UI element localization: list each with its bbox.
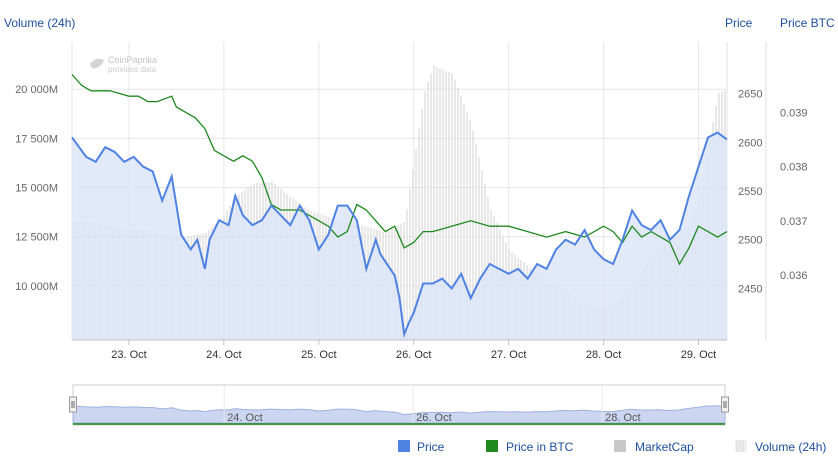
x-tick-label: 28. Oct — [586, 349, 621, 361]
volume-bar — [400, 223, 402, 340]
volume-bar — [409, 189, 411, 340]
legend-swatch-price — [398, 440, 410, 452]
x-tick-label: 29. Oct — [681, 349, 716, 361]
volume-bar — [439, 68, 441, 341]
left-tick-label: 10 000M — [15, 281, 58, 293]
legend-swatch-price-btc — [486, 440, 498, 452]
legend-label-marketcap: MarketCap — [635, 440, 694, 454]
volume-bar — [433, 65, 435, 340]
volume-bar — [412, 169, 414, 340]
legend-item-price[interactable]: Price — [398, 440, 445, 454]
price-line — [71, 131, 728, 339]
volume-bar — [397, 225, 399, 340]
pepper-logo-icon — [90, 58, 104, 69]
left-tick-label: 12 500M — [15, 232, 58, 244]
volume-bar — [418, 128, 420, 340]
volume-bar — [478, 157, 480, 340]
legend: Price Price in BTC MarketCap Volume (24h… — [398, 440, 826, 454]
legend-label-volume: Volume (24h) — [755, 440, 826, 454]
btc-series — [71, 74, 728, 266]
volume-bar — [466, 111, 468, 340]
navigator-axis: 24. Oct 26. Oct 28. Oct — [223, 386, 641, 424]
x-tick-label: 24. Oct — [206, 349, 241, 361]
btc-tick-label: 0.037 — [780, 216, 808, 228]
left-tick-label: 20 000M — [15, 84, 58, 96]
x-axis: 23. Oct 24. Oct 25. Oct 26. Oct 27. Oct 28. O… — [111, 340, 716, 361]
volume-bar — [424, 90, 426, 340]
navigator-tick-label: 28. Oct — [605, 412, 640, 424]
left-axis-title: Volume (24h) — [4, 16, 75, 30]
x-tick-label: 26. Oct — [396, 349, 431, 361]
legend-item-volume[interactable]: Volume (24h) — [735, 440, 826, 454]
x-tick-label: 23. Oct — [111, 349, 146, 361]
price-tick-label: 2550 — [738, 186, 762, 198]
volume-bar — [442, 69, 444, 340]
legend-item-marketcap[interactable]: MarketCap — [614, 440, 694, 454]
price-tick-label: 2650 — [738, 89, 762, 101]
volume-bar — [481, 170, 483, 340]
volume-bar — [475, 143, 477, 340]
volume-bar — [457, 87, 459, 341]
btc-axis-title: Price BTC — [780, 16, 835, 30]
volume-bar — [436, 66, 438, 341]
btc-tick-label: 0.038 — [780, 162, 808, 174]
price-area — [72, 132, 727, 340]
volume-bar — [454, 79, 456, 341]
volume-bar — [403, 221, 405, 340]
navigator-tick-label: 26. Oct — [416, 412, 451, 424]
volume-bar — [415, 149, 417, 340]
price-btc-line — [71, 74, 728, 266]
volume-bar — [472, 130, 474, 340]
x-tick-label: 25. Oct — [301, 349, 336, 361]
left-axis: 10 000M 12 500M 15 000M 17 500M 20 000M — [15, 84, 58, 293]
price-area-fill — [72, 132, 727, 340]
price-tick-label: 2600 — [738, 137, 762, 149]
volume-bar — [430, 73, 432, 340]
volume-bar — [463, 103, 465, 340]
watermark-line1: CoinPaprika — [108, 55, 157, 65]
volume-bar — [484, 183, 486, 340]
volume-bar — [427, 82, 429, 340]
volume-bar — [469, 120, 471, 340]
volume-bar — [451, 73, 453, 341]
legend-swatch-marketcap — [614, 440, 626, 452]
price-tick-label: 2450 — [738, 283, 762, 295]
navigator-tick-label: 24. Oct — [227, 412, 262, 424]
legend-label-price: Price — [417, 440, 445, 454]
watermark-line2: provides data — [108, 65, 157, 74]
btc-tick-label: 0.036 — [780, 270, 808, 282]
watermark: CoinPaprika provides data — [90, 55, 157, 74]
price-tick-label: 2500 — [738, 235, 762, 247]
navigator-series — [72, 405, 726, 424]
legend-label-price-btc: Price in BTC — [506, 440, 574, 454]
x-tick-label: 27. Oct — [491, 349, 526, 361]
volume-bar — [445, 70, 447, 340]
volume-bar — [406, 209, 408, 340]
legend-swatch-volume — [735, 440, 747, 452]
btc-axis: 0.036 0.037 0.038 0.039 — [780, 107, 808, 282]
price-axis: 2450 2500 2550 2600 2650 — [738, 42, 767, 340]
navigator-right-handle[interactable] — [721, 396, 729, 413]
volume-bar — [448, 71, 450, 340]
btc-tick-label: 0.039 — [780, 107, 808, 119]
left-tick-label: 15 000M — [15, 183, 58, 195]
price-series — [71, 131, 728, 339]
navigator[interactable]: 24. Oct 26. Oct 28. Oct — [69, 384, 729, 426]
navigator-left-handle[interactable] — [69, 396, 77, 413]
legend-item-price-btc[interactable]: Price in BTC — [486, 440, 574, 454]
volume-bar — [421, 108, 423, 340]
volume-bar — [460, 95, 462, 340]
left-tick-label: 17 500M — [15, 133, 58, 145]
price-axis-title: Price — [725, 16, 753, 30]
